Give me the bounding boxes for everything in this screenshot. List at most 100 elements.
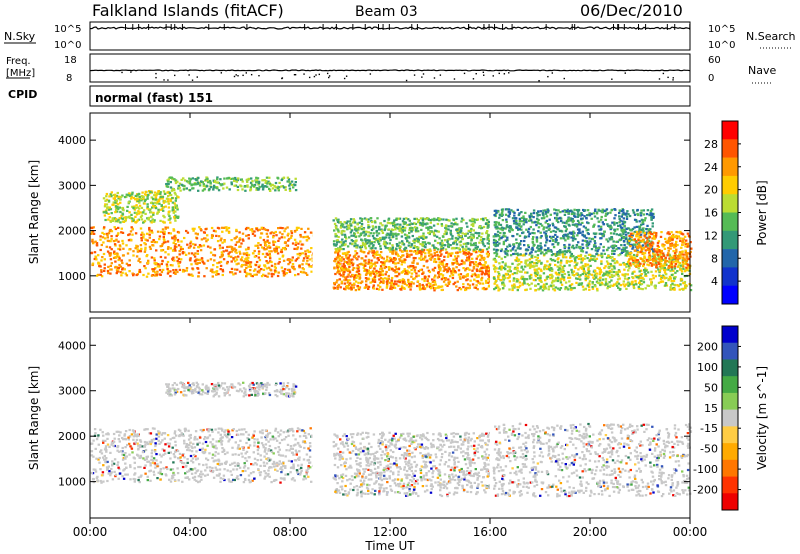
echo-cell — [567, 246, 571, 250]
echo-cell — [501, 275, 505, 278]
echo-cell — [198, 261, 201, 264]
echo-cell — [369, 217, 372, 220]
nsearch-tick-top: 10^5 — [708, 24, 735, 35]
echo-cell — [183, 236, 186, 240]
echo-cell — [640, 228, 643, 232]
echo-cell — [360, 262, 363, 265]
echo-cell — [387, 278, 390, 281]
echo-cell — [404, 247, 408, 250]
echo-cell — [468, 286, 471, 290]
nave-dot — [130, 71, 132, 73]
echo-cell — [506, 270, 510, 273]
echo-cell — [494, 239, 498, 242]
echo-cell — [633, 230, 636, 234]
echo-cell — [402, 217, 406, 220]
echo-cell — [422, 232, 425, 235]
echo-cell — [395, 251, 398, 254]
echo-cell — [452, 218, 456, 222]
echo-cell — [222, 258, 226, 261]
echo-cell — [618, 263, 622, 266]
echo-cell — [633, 259, 636, 263]
echo-cell — [455, 285, 458, 288]
echo-cell — [337, 231, 340, 234]
echo-cell — [542, 226, 546, 229]
echo-cell — [232, 273, 235, 276]
echo-cell — [659, 280, 662, 284]
echo-cell — [235, 241, 239, 244]
echo-cell — [116, 270, 119, 273]
echo-cell — [601, 208, 604, 211]
echo-cell — [262, 238, 266, 242]
echo-cell — [544, 210, 548, 213]
echo-cell — [523, 277, 526, 281]
echo-cell — [628, 214, 632, 218]
echo-cell — [488, 254, 491, 257]
echo-cell — [442, 269, 446, 272]
echo-cell — [261, 183, 264, 186]
echo-cell — [126, 194, 130, 197]
echo-cell — [151, 244, 154, 247]
echo-cell — [499, 214, 502, 217]
echo-cell — [263, 248, 266, 251]
echo-cell — [91, 238, 94, 241]
echo-cell — [178, 268, 182, 271]
echo-cell — [169, 221, 172, 224]
echo-cell — [497, 289, 500, 292]
echo-cell — [370, 259, 373, 262]
echo-cell — [107, 265, 110, 268]
echo-cell — [177, 257, 181, 260]
echo-cell — [122, 209, 125, 212]
echo-cell — [426, 248, 429, 252]
echo-cell — [610, 273, 613, 277]
echo-cell — [418, 284, 422, 287]
echo-cell — [445, 218, 448, 221]
echo-cell — [377, 288, 381, 291]
echo-cell — [683, 270, 687, 273]
echo-cell — [564, 286, 567, 289]
echo-cell — [128, 264, 131, 267]
echo-cell — [624, 254, 627, 257]
echo-cell — [486, 264, 490, 267]
echo-cell — [433, 276, 436, 279]
echo-cell — [177, 244, 181, 247]
echo-cell — [265, 267, 269, 270]
echo-cell — [474, 242, 477, 245]
echo-cell — [409, 285, 413, 288]
echo-cell — [228, 251, 231, 254]
echo-cell — [581, 230, 584, 233]
echo-cell — [273, 184, 276, 188]
echo-cell — [667, 279, 670, 282]
echo-cell — [600, 262, 603, 265]
nave-label: Nave — [748, 64, 776, 77]
echo-cell — [127, 233, 130, 237]
echo-cell — [473, 218, 476, 221]
echo-cell — [341, 223, 345, 226]
echo-cell — [540, 235, 543, 238]
echo-cell — [103, 205, 107, 208]
echo-cell — [505, 249, 508, 252]
echo-cell — [590, 212, 593, 215]
echo-cell — [113, 193, 117, 196]
echo-cell — [640, 282, 644, 286]
echo-cell — [169, 198, 173, 201]
echo-cell — [105, 232, 109, 235]
echo-cell — [233, 268, 237, 271]
echo-cell — [105, 192, 109, 196]
echo-cell — [272, 273, 275, 276]
echo-cell — [399, 256, 403, 259]
echo-cell — [156, 200, 159, 203]
echo-cell — [468, 284, 472, 287]
echo-cell — [402, 260, 406, 263]
echo-cell — [274, 250, 277, 254]
echo-cell — [626, 273, 629, 276]
echo-cell — [374, 225, 378, 228]
echo-cell — [597, 248, 600, 251]
echo-cell — [393, 286, 397, 289]
echo-cell — [556, 265, 559, 268]
echo-cell — [432, 244, 435, 247]
echo-cell — [213, 254, 217, 257]
echo-cell — [422, 223, 426, 226]
echo-cell — [456, 237, 460, 240]
echo-cell — [422, 249, 426, 252]
echo-cell — [634, 257, 637, 260]
